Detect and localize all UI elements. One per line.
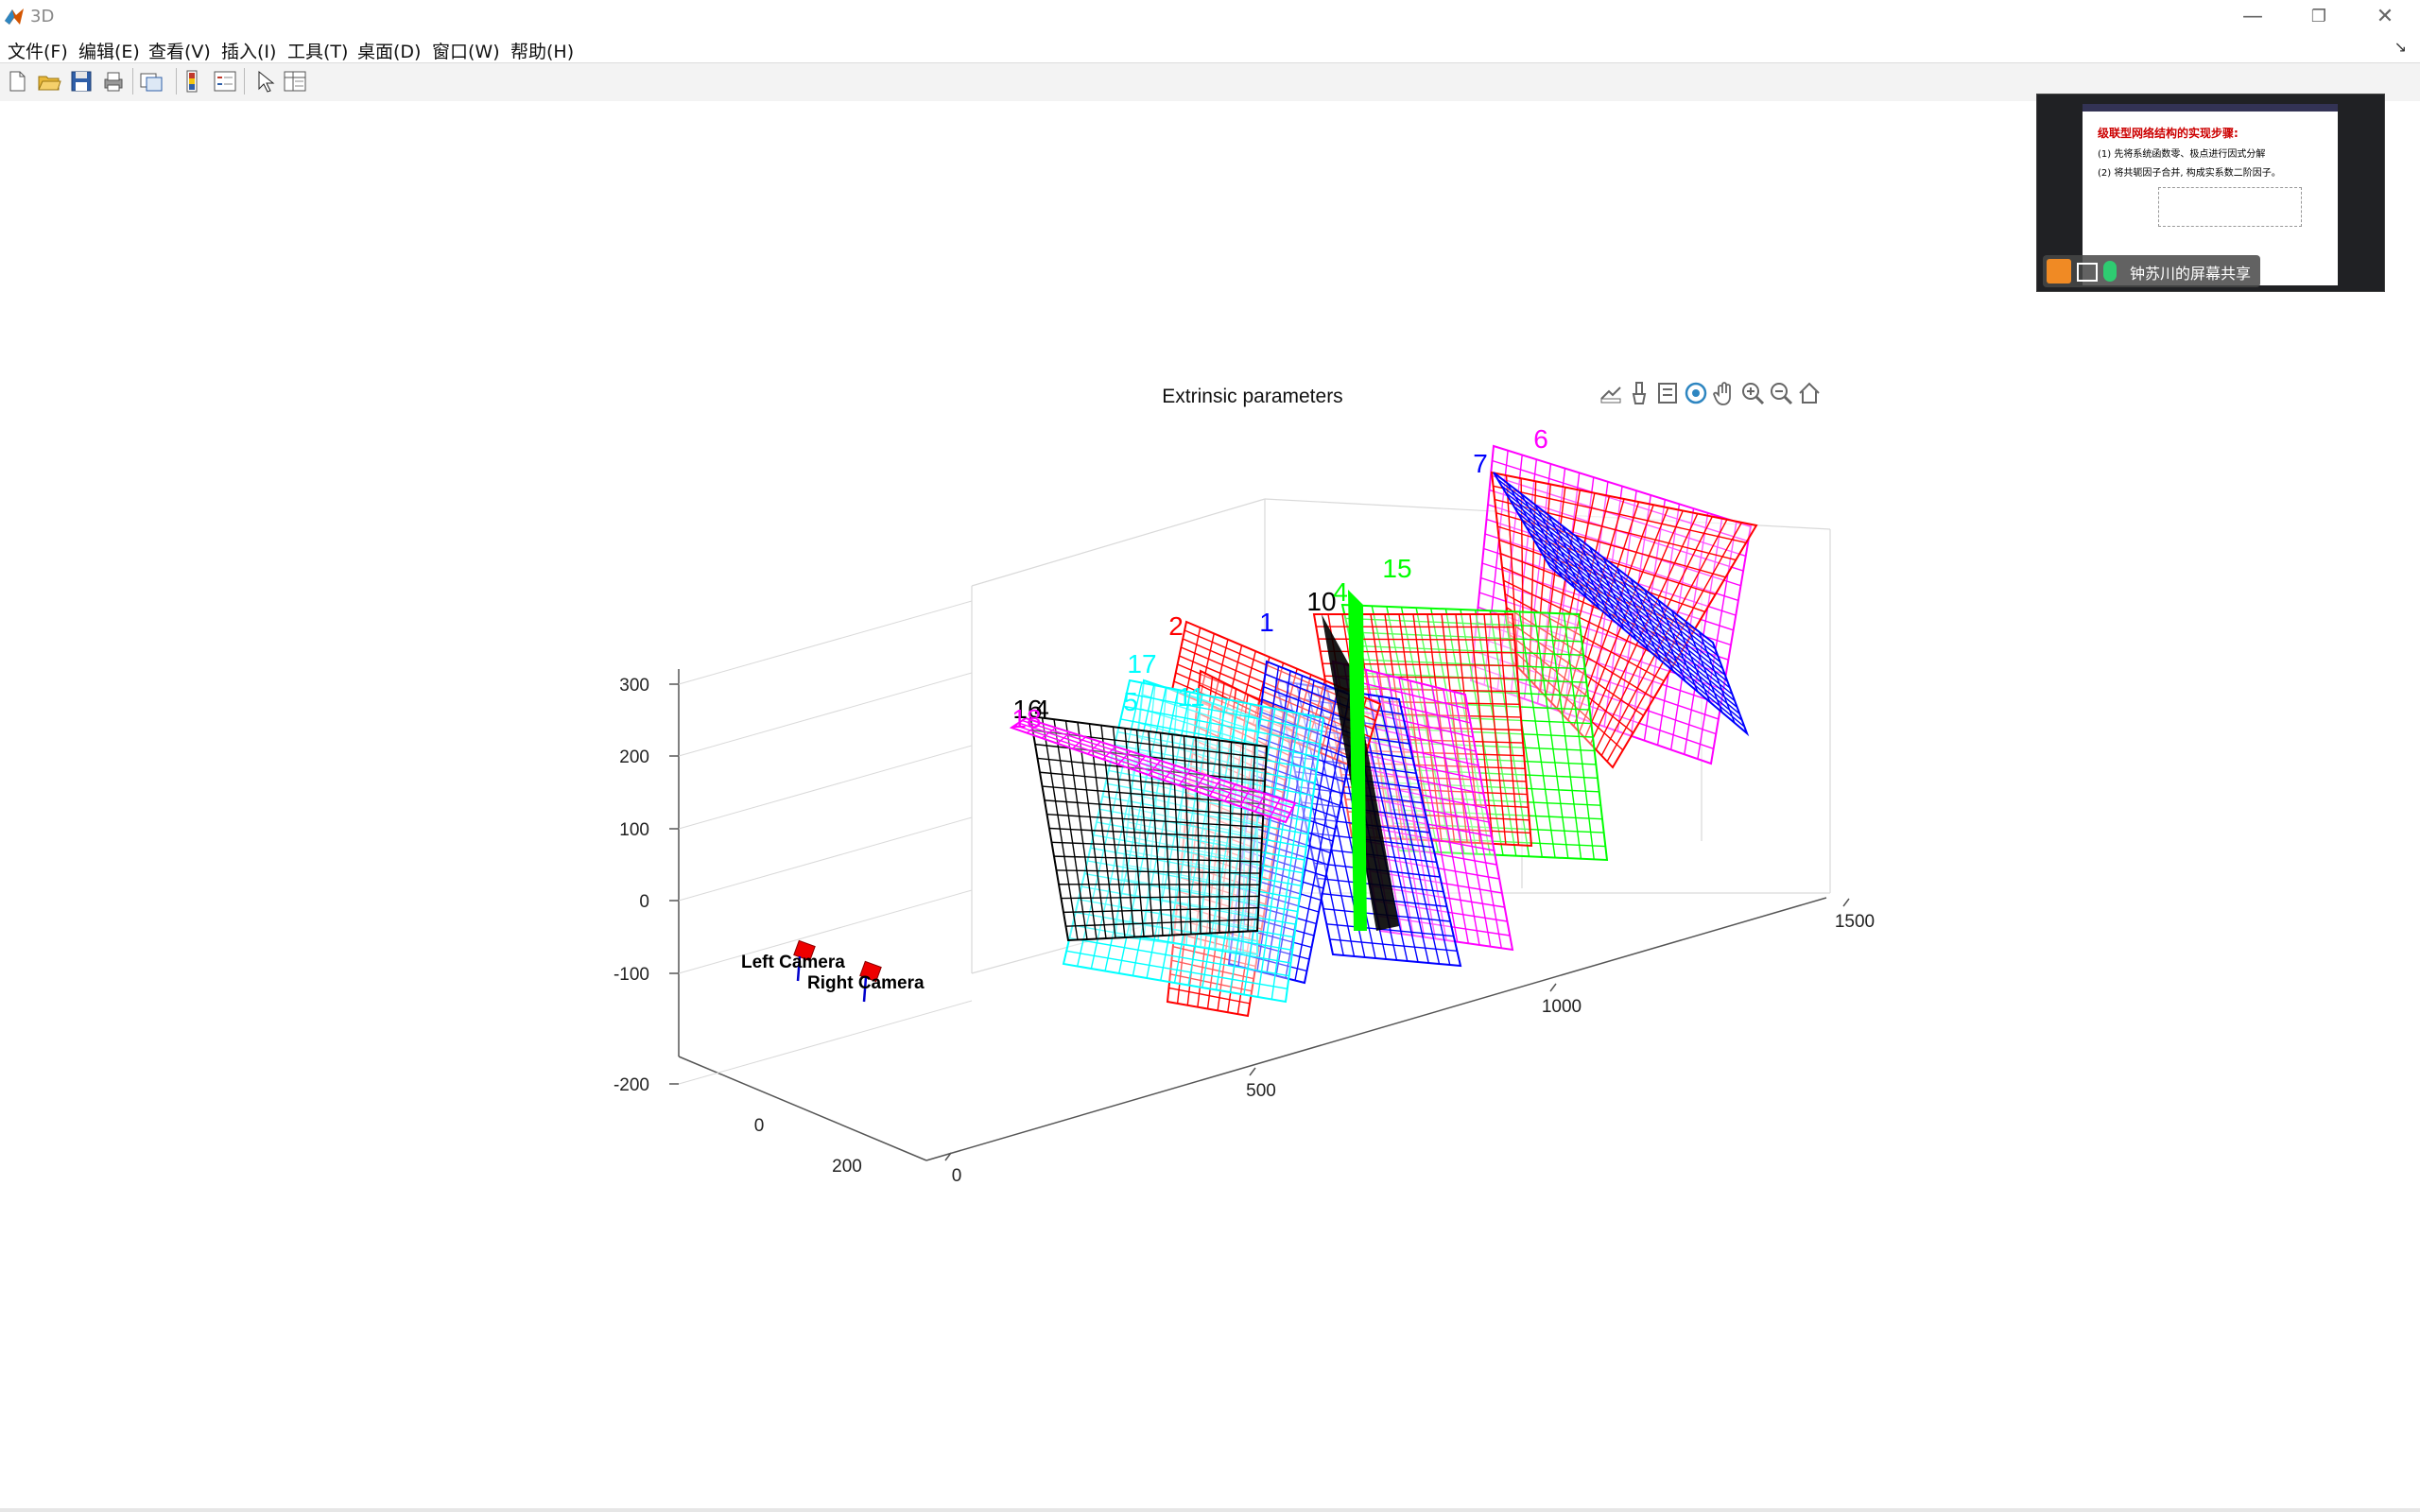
status-strip <box>0 1508 2420 1512</box>
zoom-in-icon[interactable] <box>1739 380 1766 406</box>
close-button[interactable]: ✕ <box>2376 5 2394 28</box>
share-label: 钟苏川的屏幕共享 <box>2130 265 2252 283</box>
menu-edit[interactable]: 编辑(E) <box>78 42 140 62</box>
menu-bar <box>0 34 2420 62</box>
window-title: 3D <box>30 7 55 26</box>
zoom-out-icon[interactable] <box>1768 380 1794 406</box>
brush-icon[interactable] <box>1626 380 1652 406</box>
select-arrow-icon[interactable] <box>251 68 278 94</box>
restore-button[interactable]: ❐ <box>2310 7 2327 26</box>
matlab-icon <box>5 9 24 25</box>
slide-line-2: (2) 将共轭因子合并, 构成实系数二阶因子。 <box>2098 168 2281 179</box>
menu-view[interactable]: 查看(V) <box>148 42 211 62</box>
screen-share-overlay[interactable]: 级联型网络结构的实现步骤: (1) 先将系统函数零、极点进行因式分解 (2) 将… <box>2036 94 2385 292</box>
dock-arrow-icon[interactable]: ↘ <box>2394 38 2407 56</box>
figure-canvas[interactable] <box>0 101 2420 1512</box>
menu-insert[interactable]: 插入(I) <box>221 42 277 62</box>
pan-icon[interactable] <box>1711 380 1737 406</box>
screen-icon <box>2077 263 2098 282</box>
slide-formula <box>2158 187 2302 227</box>
menu-window[interactable]: 窗口(W) <box>432 42 500 62</box>
colorbar-icon[interactable] <box>180 68 206 94</box>
print-icon[interactable] <box>100 68 127 94</box>
open-file-icon[interactable] <box>36 68 62 94</box>
toolbar-separator <box>244 68 245 94</box>
toolbar-separator <box>132 68 133 94</box>
menu-tools[interactable]: 工具(T) <box>287 42 349 62</box>
export-icon[interactable] <box>1598 380 1624 406</box>
menu-help[interactable]: 帮助(H) <box>510 42 575 62</box>
menu-file[interactable]: 文件(F) <box>8 42 68 62</box>
save-icon[interactable] <box>68 68 95 94</box>
toolbar-separator <box>176 68 177 94</box>
minimize-button[interactable]: — <box>2242 5 2263 28</box>
slide-heading: 级联型网络结构的实现步骤: <box>2098 127 2238 140</box>
data-tip-icon[interactable] <box>1654 380 1681 406</box>
property-inspector-icon[interactable] <box>282 68 308 94</box>
link-plot-icon[interactable] <box>138 68 164 94</box>
legend-icon[interactable] <box>212 68 238 94</box>
title-bar: 3D — ❐ ✕ <box>0 0 2420 34</box>
share-status-bar: 钟苏川的屏幕共享 <box>2043 255 2260 287</box>
rotate-3d-icon[interactable] <box>1683 380 1709 406</box>
menu-desktop[interactable]: 桌面(D) <box>357 42 422 62</box>
slide-line-1: (1) 先将系统函数零、极点进行因式分解 <box>2098 149 2266 160</box>
microphone-icon <box>2103 261 2117 282</box>
new-figure-icon[interactable] <box>4 68 30 94</box>
figure-toolbar <box>0 62 2420 102</box>
home-icon[interactable] <box>1796 380 1823 406</box>
user-icon <box>2047 259 2071 284</box>
